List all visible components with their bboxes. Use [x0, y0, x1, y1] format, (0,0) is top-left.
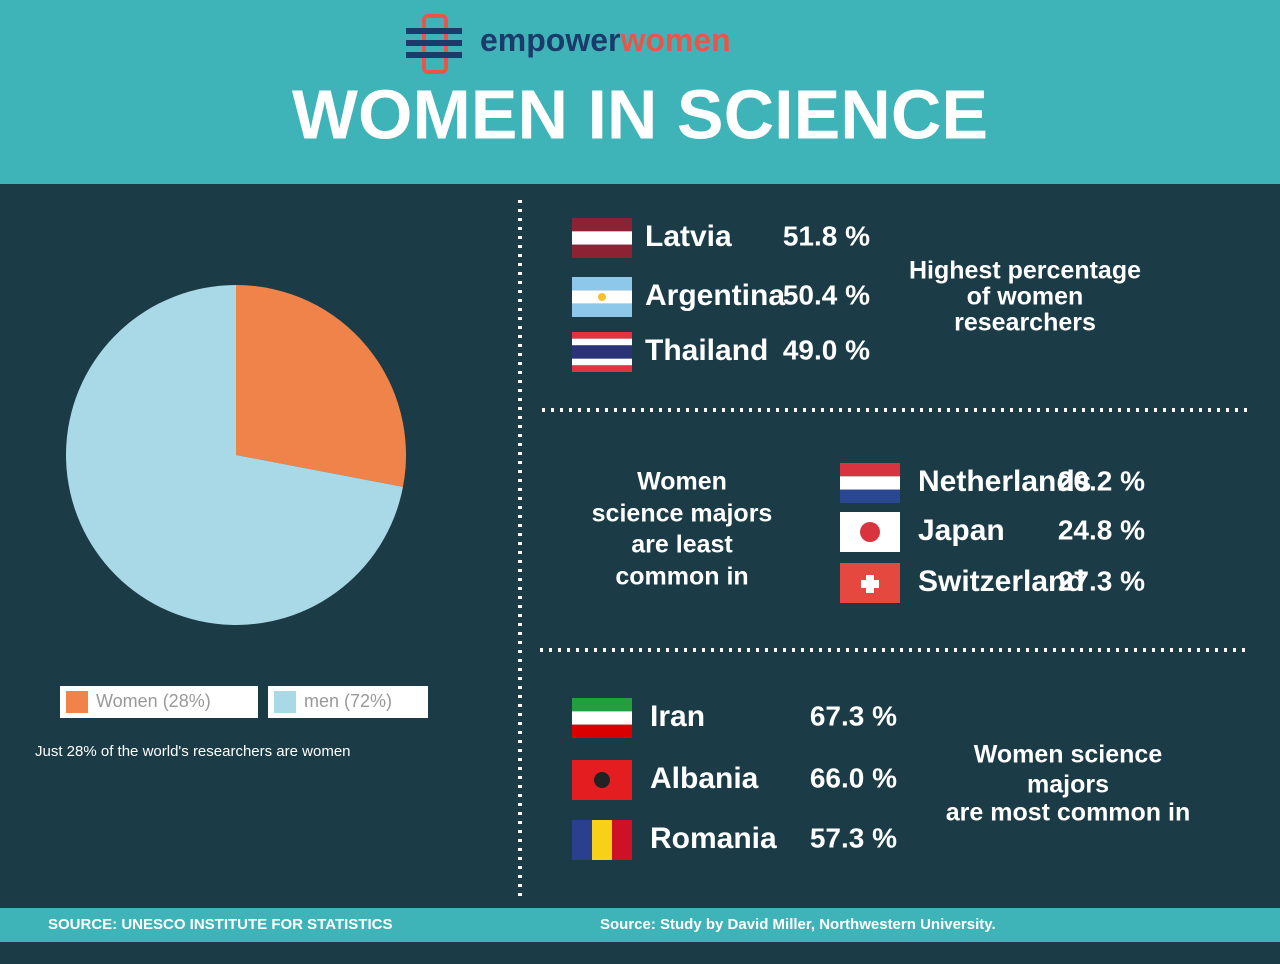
pie-slice	[65, 285, 403, 625]
logo-icon	[406, 14, 462, 74]
country-name: Romania	[650, 822, 777, 855]
flag-part	[572, 365, 632, 372]
flag-part	[572, 218, 632, 232]
legend-swatch	[66, 691, 88, 713]
flag-part	[572, 724, 632, 738]
country-value: 57.3 %	[810, 822, 897, 853]
section-heading: science majors	[592, 500, 773, 528]
section-heading: of women	[967, 283, 1084, 311]
country-value: 20.2 %	[1058, 465, 1145, 496]
country-name: Switzerland	[918, 565, 1085, 598]
country-value: 27.3 %	[1058, 565, 1145, 596]
section-heading: Women	[637, 468, 727, 496]
flag-part	[572, 338, 632, 346]
legend-box	[60, 686, 258, 718]
title: WOMEN IN SCIENCE	[292, 75, 988, 153]
legend-label: Women (28%)	[96, 691, 211, 711]
flag-part	[572, 698, 632, 712]
legend-swatch	[274, 691, 296, 713]
flag-part	[572, 345, 632, 352]
flag-part	[840, 476, 900, 490]
logo-part: women	[619, 22, 730, 58]
country-value: 24.8 %	[1058, 514, 1145, 545]
flag-part	[572, 303, 632, 317]
country-value: 66.0 %	[810, 762, 897, 793]
section-heading: common in	[615, 563, 748, 591]
country-name: Netherlands	[918, 465, 1091, 498]
footer-bg	[0, 908, 1280, 942]
country-value: 49.0 %	[783, 334, 870, 365]
country-name: Argentina	[645, 279, 785, 312]
flag-part	[612, 820, 632, 860]
section-heading: are least	[631, 531, 733, 559]
flag-part	[572, 231, 632, 245]
flag-part	[572, 820, 592, 860]
section-heading: are most common in	[946, 799, 1191, 827]
flag-part	[572, 244, 632, 258]
country-name: Iran	[650, 700, 705, 733]
source: SOURCE: UNESCO INSTITUTE FOR STATISTICS	[48, 916, 392, 933]
flag-part	[572, 711, 632, 725]
country-name: Latvia	[645, 220, 732, 253]
country-name: Albania	[650, 762, 759, 795]
flag-part	[840, 463, 900, 477]
flag-part	[572, 332, 632, 339]
source: Source: Study by David Miller, Northwest…	[600, 916, 996, 933]
country-value: 51.8 %	[783, 220, 870, 251]
flag-part	[840, 489, 900, 503]
section-heading: majors	[1027, 771, 1109, 799]
flag-part	[572, 277, 632, 291]
country-name: Thailand	[645, 334, 768, 367]
flag-part	[572, 352, 632, 359]
flag-part	[592, 820, 612, 860]
pie-caption: Just 28% of the world's researchers are …	[35, 743, 351, 760]
logo: empowerwomen	[480, 22, 731, 58]
flag-part	[594, 772, 610, 788]
legend-label: men (72%)	[304, 691, 392, 711]
section-heading: Highest percentage	[909, 257, 1141, 285]
country-value: 67.3 %	[810, 700, 897, 731]
flag-part	[598, 293, 606, 301]
section-heading: Women science	[974, 741, 1163, 769]
logo-part: empower	[480, 22, 620, 58]
section-heading: researchers	[954, 309, 1096, 337]
header-bg	[0, 0, 1280, 184]
flag-part	[860, 522, 880, 542]
flag-part	[572, 358, 632, 366]
flag-part	[861, 580, 879, 588]
country-value: 50.4 %	[783, 279, 870, 310]
pie-slice	[236, 285, 406, 487]
country-name: Japan	[918, 514, 1005, 547]
